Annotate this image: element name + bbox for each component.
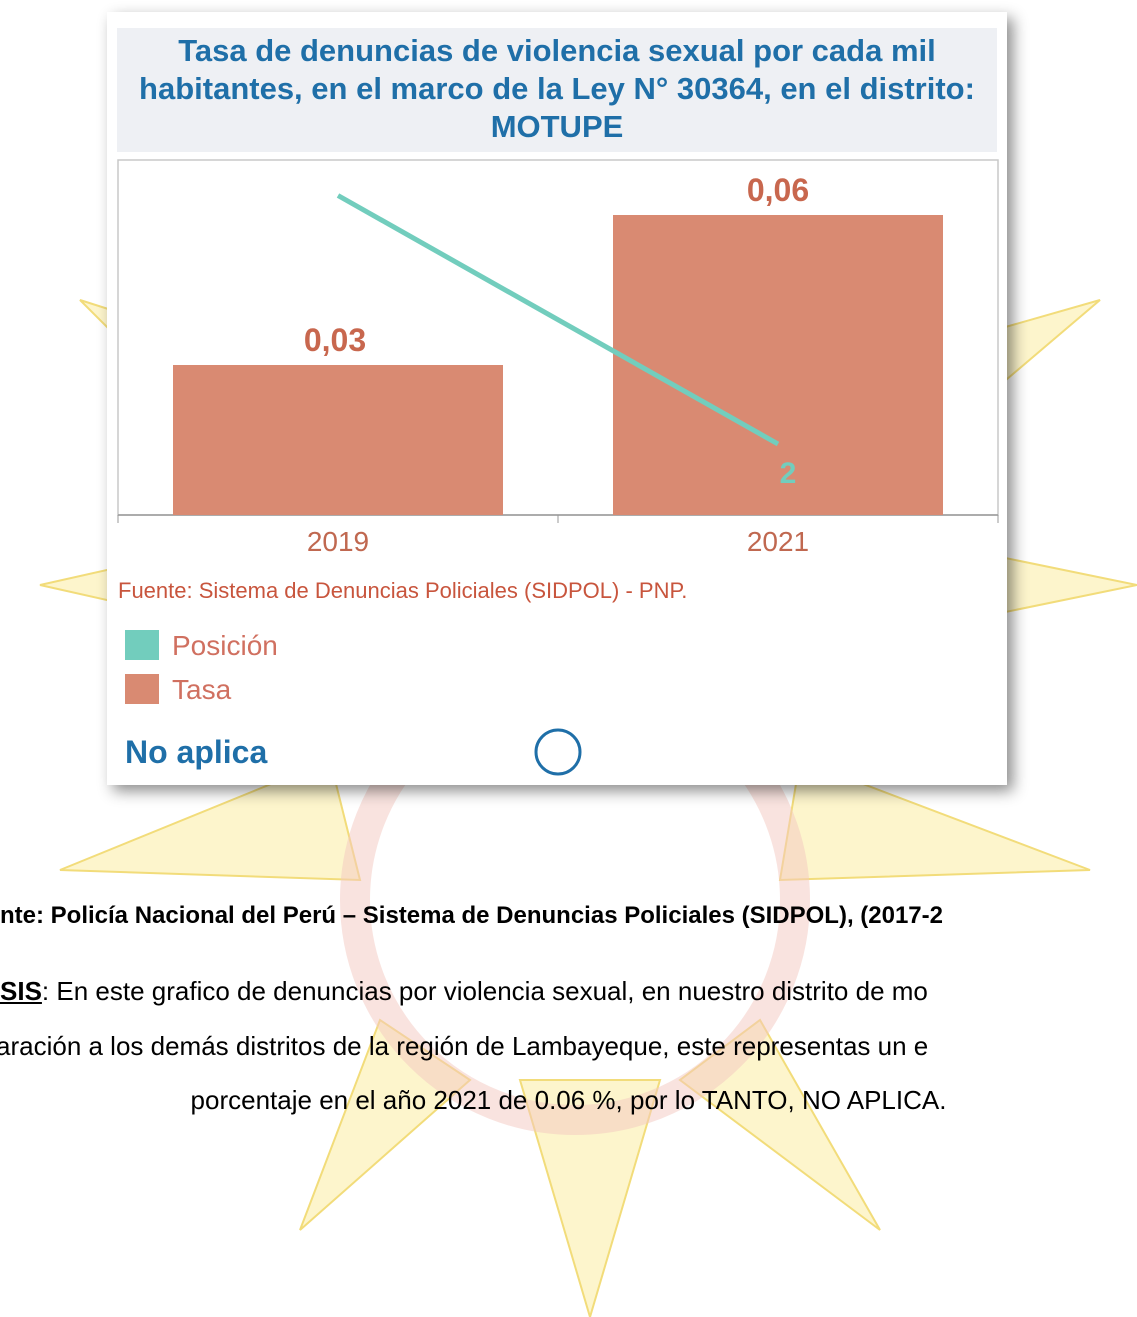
chart: Fuente: Sistema de Denuncias Policiales … [117, 159, 999, 776]
analysis-text: : En este grafico de denuncias por viole… [41, 976, 928, 1006]
legend-swatch [125, 630, 159, 660]
data-label: 2 [780, 457, 797, 490]
bar [173, 365, 503, 515]
figure-source: nte: Policía Nacional del Perú – Sistema… [0, 902, 943, 929]
analysis-line: SIS: En este grafico de denuncias por vi… [0, 976, 1137, 1007]
data-label: 0,06 [747, 172, 809, 208]
x-tick-label: 2021 [747, 526, 809, 557]
analysis-line: aración a los demás distritos de la regi… [0, 1031, 929, 1061]
bar [613, 215, 943, 515]
analysis-label: SIS [0, 976, 42, 1006]
legend-label: Tasa [172, 674, 232, 705]
note: No aplica [125, 734, 267, 770]
line [336, 193, 780, 447]
legend-label: Posición [172, 630, 278, 661]
chart-source: Fuente: Sistema de Denuncias Policiales … [118, 578, 687, 603]
legend-swatch [125, 674, 159, 704]
data-label: 0,03 [304, 322, 366, 358]
status-icon [534, 728, 582, 776]
analysis-line: porcentaje en el año 2021 de 0.06 %, por… [190, 1085, 947, 1115]
x-tick-label: 2019 [307, 526, 369, 557]
chart-title: Tasa de denuncias de violencia sexual po… [117, 28, 997, 152]
